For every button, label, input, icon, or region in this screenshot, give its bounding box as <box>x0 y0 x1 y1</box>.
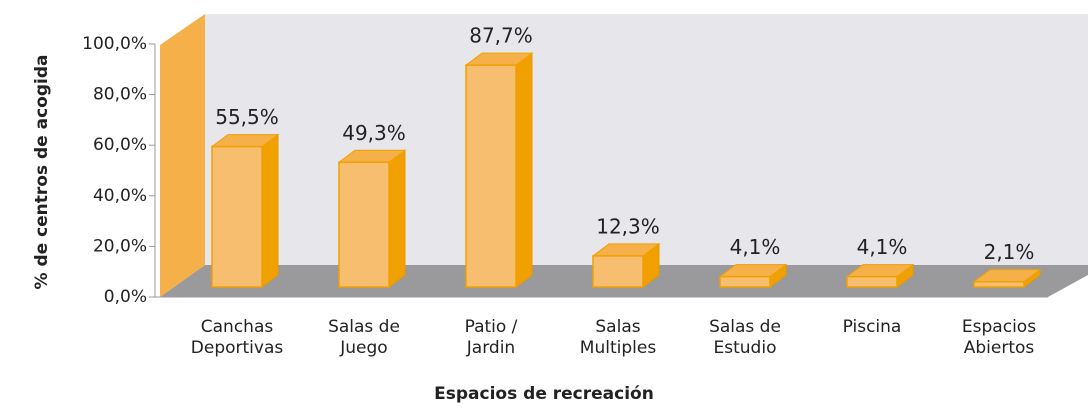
x-tick-label: Espacios <box>962 317 1036 337</box>
data-label: 87,7% <box>469 24 533 48</box>
bar <box>719 275 771 288</box>
x-tick-label: Piscina <box>843 317 902 337</box>
x-tick-label: Abiertos <box>964 338 1035 358</box>
bar-side <box>388 149 406 288</box>
back-wall <box>205 14 1088 265</box>
y-tick-label: 100,0% <box>82 34 147 54</box>
x-axis-title: Espacios de recreación <box>434 384 654 404</box>
bar <box>465 64 517 288</box>
data-label: 4,1% <box>730 235 781 259</box>
left-wall <box>160 14 205 297</box>
y-tick-label: 60,0% <box>93 135 147 155</box>
data-label: 49,3% <box>342 121 406 145</box>
data-label: 12,3% <box>596 214 660 238</box>
x-tick-label: Estudio <box>714 338 777 358</box>
x-tick-label: Juego <box>339 338 387 358</box>
y-tick-label: 0,0% <box>104 287 147 307</box>
data-label: 2,1% <box>984 240 1035 264</box>
x-tick-label: Salas de <box>709 317 781 337</box>
bar <box>211 145 263 288</box>
data-label: 55,5% <box>215 105 279 129</box>
x-tick-label: Multiples <box>580 338 657 358</box>
x-tick-label: Deportivas <box>191 338 284 358</box>
bar <box>973 280 1025 288</box>
x-tick-label: Patio / <box>465 317 518 337</box>
bar <box>338 161 390 288</box>
y-tick-label: 20,0% <box>93 236 147 256</box>
x-tick-label: Salas <box>595 317 640 337</box>
y-axis-title: % de centros de acogida <box>32 55 52 290</box>
data-label: 4,1% <box>857 235 908 259</box>
bar-side <box>515 52 533 288</box>
bar <box>592 255 644 288</box>
x-tick-label: Salas de <box>328 317 400 337</box>
bar-side <box>261 133 279 288</box>
x-tick-label: Canchas <box>201 317 274 337</box>
y-tick-label: 40,0% <box>93 186 147 206</box>
x-tick-label: Jardin <box>466 338 515 358</box>
y-tick-label: 80,0% <box>93 85 147 105</box>
bar <box>846 275 898 288</box>
